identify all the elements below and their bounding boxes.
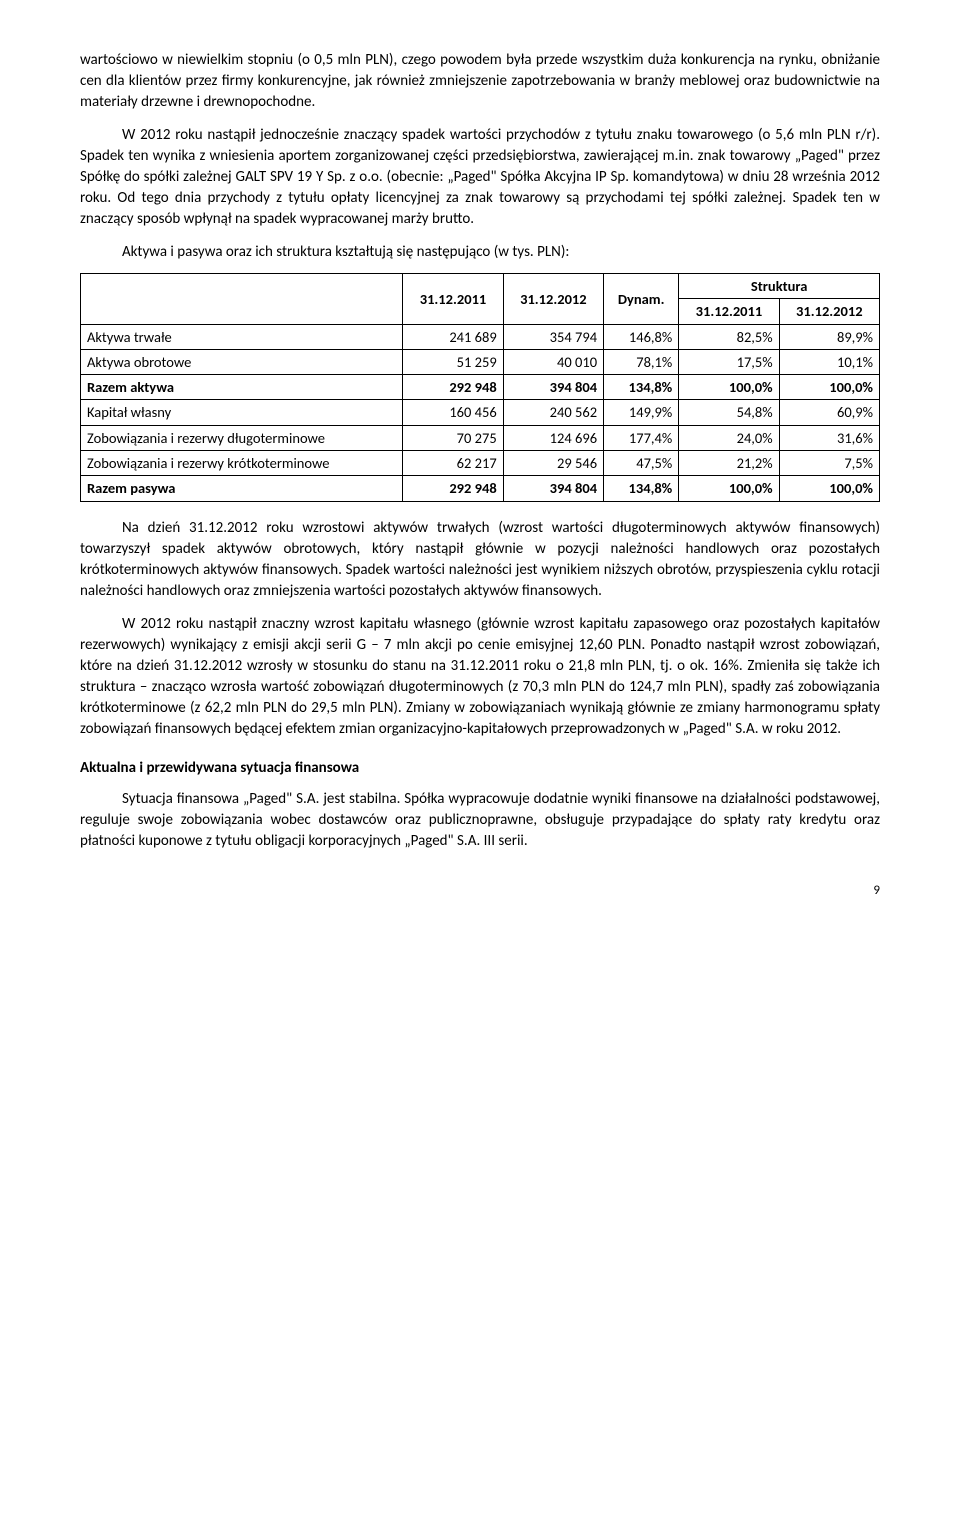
- row-value: 10,1%: [779, 349, 879, 374]
- row-value: 89,9%: [779, 324, 879, 349]
- row-value: 100,0%: [679, 476, 779, 501]
- paragraph-2: W 2012 roku nastąpił jednocześnie znaczą…: [80, 125, 880, 230]
- row-value: 177,4%: [604, 425, 679, 450]
- paragraph-5: Sytuacja finansowa „Paged" S.A. jest sta…: [80, 789, 880, 852]
- row-value: 82,5%: [679, 324, 779, 349]
- row-value: 100,0%: [779, 375, 879, 400]
- row-value: 29 546: [503, 451, 603, 476]
- row-value: 21,2%: [679, 451, 779, 476]
- header-empty: [81, 274, 403, 325]
- row-value: 60,9%: [779, 400, 879, 425]
- row-value: 240 562: [503, 400, 603, 425]
- row-value: 394 804: [503, 476, 603, 501]
- paragraph-3: Na dzień 31.12.2012 roku wzrostowi aktyw…: [80, 518, 880, 602]
- row-value: 70 275: [403, 425, 503, 450]
- row-value: 17,5%: [679, 349, 779, 374]
- table-row: Zobowiązania i rezerwy długoterminowe70 …: [81, 425, 880, 450]
- balance-table: 31.12.2011 31.12.2012 Dynam. Struktura 3…: [80, 273, 880, 502]
- row-value: 134,8%: [604, 476, 679, 501]
- row-label: Razem aktywa: [81, 375, 403, 400]
- row-value: 47,5%: [604, 451, 679, 476]
- row-value: 354 794: [503, 324, 603, 349]
- row-value: 7,5%: [779, 451, 879, 476]
- row-value: 134,8%: [604, 375, 679, 400]
- row-value: 292 948: [403, 476, 503, 501]
- table-row: Aktywa obrotowe51 25940 01078,1%17,5%10,…: [81, 349, 880, 374]
- row-label: Zobowiązania i rezerwy długoterminowe: [81, 425, 403, 450]
- row-value: 100,0%: [679, 375, 779, 400]
- table-row: Razem aktywa292 948394 804134,8%100,0%10…: [81, 375, 880, 400]
- header-2011: 31.12.2011: [403, 274, 503, 325]
- row-value: 124 696: [503, 425, 603, 450]
- table-row: Aktywa trwałe241 689354 794146,8%82,5%89…: [81, 324, 880, 349]
- row-label: Aktywa obrotowe: [81, 349, 403, 374]
- row-label: Zobowiązania i rezerwy krótkoterminowe: [81, 451, 403, 476]
- table-row: Kapitał własny160 456240 562149,9%54,8%6…: [81, 400, 880, 425]
- header-struktura: Struktura: [679, 274, 880, 299]
- row-value: 40 010: [503, 349, 603, 374]
- table-body: Aktywa trwałe241 689354 794146,8%82,5%89…: [81, 324, 880, 501]
- row-value: 31,6%: [779, 425, 879, 450]
- row-value: 78,1%: [604, 349, 679, 374]
- row-value: 241 689: [403, 324, 503, 349]
- header-dynam: Dynam.: [604, 274, 679, 325]
- row-label: Aktywa trwałe: [81, 324, 403, 349]
- table-row: Zobowiązania i rezerwy krótkoterminowe62…: [81, 451, 880, 476]
- section-heading: Aktualna i przewidywana sytuacja finanso…: [80, 758, 880, 779]
- row-value: 24,0%: [679, 425, 779, 450]
- row-label: Kapitał własny: [81, 400, 403, 425]
- header-struktura-2012: 31.12.2012: [779, 299, 879, 324]
- row-value: 394 804: [503, 375, 603, 400]
- paragraph-4: W 2012 roku nastąpił znaczny wzrost kapi…: [80, 614, 880, 740]
- page-number: 9: [80, 882, 880, 900]
- row-value: 292 948: [403, 375, 503, 400]
- row-value: 160 456: [403, 400, 503, 425]
- header-2012: 31.12.2012: [503, 274, 603, 325]
- row-label: Razem pasywa: [81, 476, 403, 501]
- paragraph-1: wartościowo w niewielkim stopniu (o 0,5 …: [80, 50, 880, 113]
- row-value: 100,0%: [779, 476, 879, 501]
- table-intro: Aktywa i pasywa oraz ich struktura kszta…: [80, 242, 880, 263]
- row-value: 146,8%: [604, 324, 679, 349]
- table-header-row-1: 31.12.2011 31.12.2012 Dynam. Struktura: [81, 274, 880, 299]
- row-value: 51 259: [403, 349, 503, 374]
- row-value: 54,8%: [679, 400, 779, 425]
- row-value: 62 217: [403, 451, 503, 476]
- row-value: 149,9%: [604, 400, 679, 425]
- header-struktura-2011: 31.12.2011: [679, 299, 779, 324]
- table-row: Razem pasywa292 948394 804134,8%100,0%10…: [81, 476, 880, 501]
